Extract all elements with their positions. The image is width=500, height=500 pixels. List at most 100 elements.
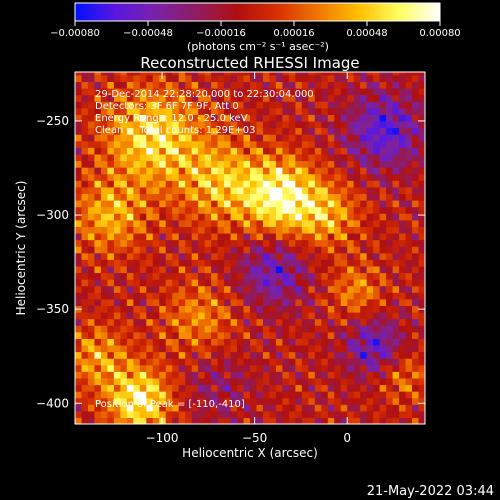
heatmap-cell (191, 246, 199, 254)
heatmap-cell (146, 127, 154, 135)
heatmap-cell (217, 107, 225, 115)
heatmap-cell (314, 81, 322, 89)
heatmap-cell (373, 219, 381, 227)
heatmap-cell (113, 173, 121, 181)
heatmap-cell (327, 351, 335, 359)
heatmap-cell (198, 246, 206, 254)
heatmap-cell (353, 120, 361, 129)
heatmap-cell (301, 127, 309, 135)
heatmap-cell (100, 318, 109, 326)
heatmap-cell (191, 213, 199, 221)
heatmap-cell (185, 259, 193, 267)
heatmap-cell (172, 351, 180, 359)
heatmap-cell (107, 160, 115, 168)
heatmap-cell (256, 252, 264, 260)
heatmap-cell (353, 114, 361, 122)
heatmap-cell (178, 134, 186, 142)
heatmap-cell (392, 285, 400, 293)
heatmap-cell (81, 140, 89, 148)
heatmap-cell (250, 292, 258, 300)
heatmap-cell (87, 312, 96, 320)
heatmap-cell (81, 193, 89, 201)
heatmap-cell (250, 94, 258, 102)
heatmap-cell (191, 285, 199, 293)
heatmap-cell (301, 213, 309, 221)
heatmap-cell (256, 206, 264, 214)
heatmap-cell (282, 219, 290, 227)
heatmap-cell (405, 101, 413, 109)
heatmap-cell (373, 160, 381, 168)
heatmap-cell (373, 213, 381, 221)
heatmap-cell (308, 107, 316, 115)
heatmap-cell (405, 180, 413, 188)
heatmap-cell (412, 206, 420, 214)
heatmap-cell (113, 114, 121, 122)
heatmap-cell (217, 147, 225, 155)
heatmap-cell (366, 371, 374, 379)
heatmap-cell (87, 88, 96, 96)
heatmap-cell (113, 226, 121, 234)
heatmap-cell (81, 232, 89, 241)
heatmap-cell (224, 331, 232, 339)
heatmap-cell (224, 358, 232, 366)
heatmap-cell (120, 318, 128, 326)
heatmap-cell (75, 259, 83, 267)
heatmap-cell (373, 371, 381, 379)
heatmap-cell (75, 81, 83, 89)
heatmap-cell (327, 160, 335, 168)
heatmap-cell (327, 338, 335, 346)
heatmap-cell (146, 417, 154, 424)
heatmap-cell (224, 167, 232, 175)
heatmap-cell (308, 72, 316, 76)
heatmap (75, 72, 425, 424)
heatmap-cell (379, 88, 387, 96)
heatmap-cell (94, 344, 102, 353)
heatmap-cell (185, 265, 193, 274)
heatmap-cell (308, 305, 316, 313)
heatmap-cell (340, 167, 348, 175)
heatmap-cell (211, 325, 219, 333)
heatmap-cell (172, 134, 180, 142)
heatmap-cell (405, 232, 413, 241)
heatmap-cell (334, 384, 342, 392)
heatmap-cell (282, 180, 290, 188)
heatmap-cell (224, 246, 232, 254)
heatmap-cell (308, 358, 316, 366)
heatmap-cell (360, 397, 368, 405)
heatmap-cell (178, 298, 186, 307)
heatmap-cell (269, 107, 277, 115)
heatmap-cell (360, 120, 368, 129)
heatmap-cell (146, 147, 154, 155)
heatmap-cell (399, 404, 407, 412)
heatmap-cell (94, 147, 102, 155)
heatmap-cell (81, 279, 89, 287)
heatmap-cell (405, 338, 413, 346)
heatmap-cell (237, 88, 245, 96)
heatmap-cell (146, 239, 154, 247)
heatmap-cell (366, 351, 374, 359)
heatmap-cell (340, 279, 348, 287)
heatmap-cell (321, 167, 329, 175)
heatmap-cell (418, 127, 425, 135)
heatmap-cell (340, 127, 348, 135)
heatmap-cell (198, 292, 206, 300)
heatmap-cell (405, 107, 413, 115)
heatmap-cell (178, 120, 186, 129)
heatmap-cell (224, 305, 232, 313)
heatmap-cell (217, 285, 225, 293)
heatmap-cell (282, 232, 290, 241)
heatmap-cell (243, 114, 251, 122)
heatmap-cell (347, 180, 355, 188)
heatmap-cell (288, 193, 296, 201)
heatmap-cell (100, 325, 109, 333)
heatmap-cell (191, 265, 199, 274)
heatmap-cell (327, 186, 335, 195)
heatmap-cell (126, 404, 134, 412)
heatmap-cell (386, 298, 394, 307)
heatmap-cell (405, 312, 413, 320)
heatmap-cell (418, 160, 425, 168)
heatmap-cell (321, 140, 329, 148)
heatmap-cell (81, 120, 89, 129)
heatmap-cell (373, 312, 381, 320)
heatmap-cell (288, 384, 296, 392)
